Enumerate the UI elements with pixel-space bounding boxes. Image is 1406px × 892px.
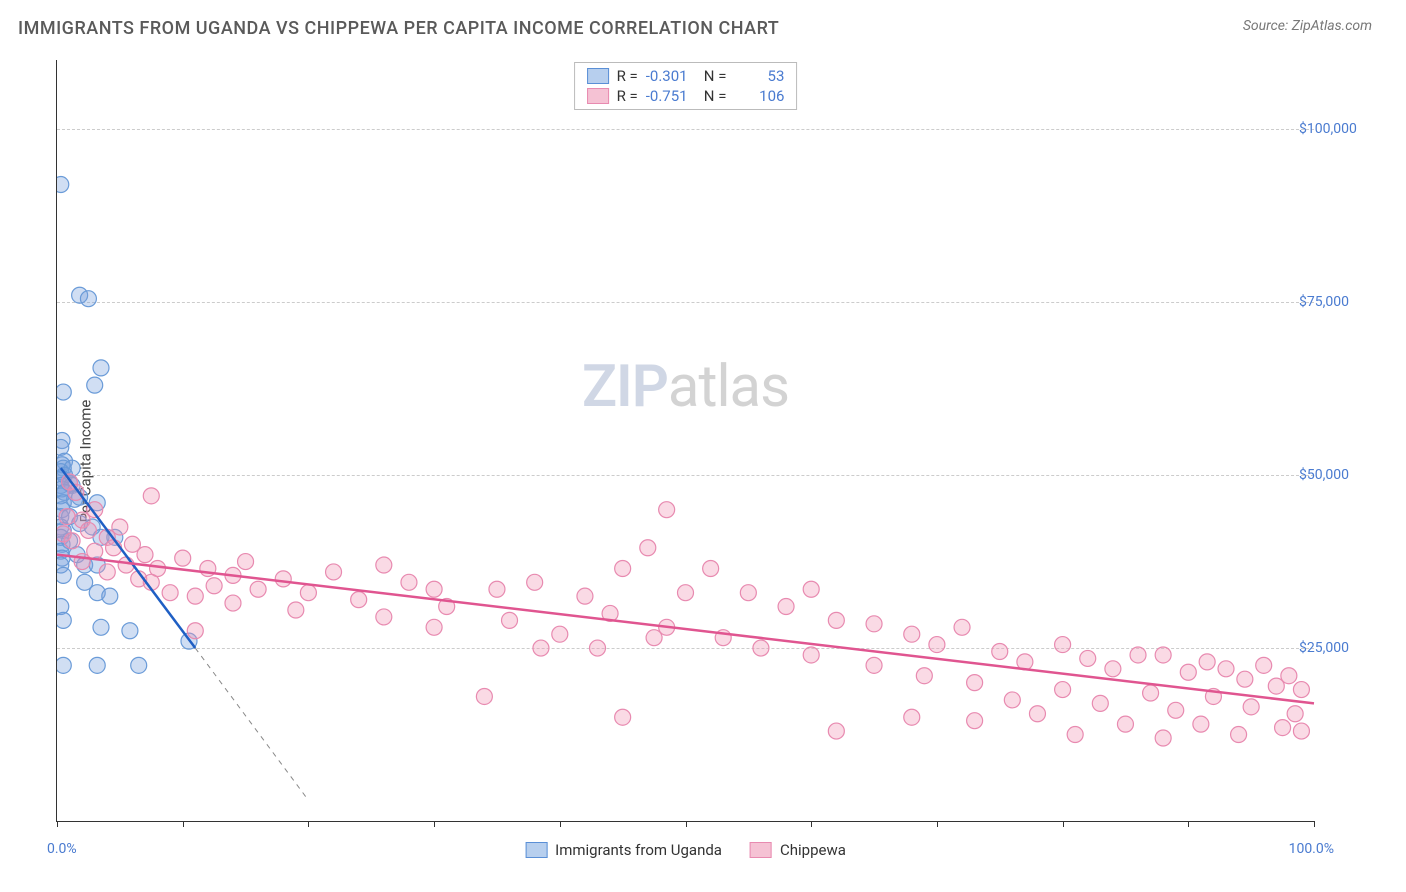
- legend-item-chippewa: Chippewa: [750, 841, 846, 859]
- legend-stat-row-uganda: R = -0.301 N = 53: [587, 66, 785, 86]
- x-tick: [434, 821, 435, 827]
- legend-swatch-uganda: [587, 68, 609, 84]
- x-axis-max-label: 100.0%: [1289, 841, 1334, 857]
- x-tick: [1188, 821, 1189, 827]
- series-legend: Immigrants from Uganda Chippewa: [525, 841, 846, 859]
- r-value-uganda: -0.301: [646, 67, 696, 85]
- legend-label-uganda: Immigrants from Uganda: [555, 841, 722, 859]
- x-tick: [183, 821, 184, 827]
- n-value-uganda: 53: [734, 67, 784, 85]
- n-label: N =: [704, 87, 727, 105]
- chart-title: IMMIGRANTS FROM UGANDA VS CHIPPEWA PER C…: [18, 18, 779, 39]
- x-tick: [560, 821, 561, 827]
- x-tick: [686, 821, 687, 827]
- r-value-chippewa: -0.751: [646, 87, 696, 105]
- legend-label-chippewa: Chippewa: [780, 841, 846, 859]
- x-axis-min-label: 0.0%: [47, 841, 77, 857]
- legend-stat-row-chippewa: R = -0.751 N = 106: [587, 86, 785, 106]
- chart-container: Per Capita Income ZIPatlas R =-0.301N =5…: [18, 55, 1372, 867]
- legend-swatch-chippewa: [750, 842, 772, 858]
- legend-swatch-uganda: [525, 842, 547, 858]
- legend-swatch-chippewa: [587, 88, 609, 104]
- x-tick: [811, 821, 812, 827]
- x-tick: [937, 821, 938, 827]
- legend-item-uganda: Immigrants from Uganda: [525, 841, 722, 859]
- regression-extrapolation-uganda: [195, 648, 308, 800]
- plot-area: ZIPatlas R =-0.301N =53R =-0.751N =106 0…: [56, 60, 1314, 822]
- x-tick: [57, 821, 58, 827]
- x-tick: [308, 821, 309, 827]
- x-tick: [1314, 821, 1315, 827]
- source-label: Source: ZipAtlas.com: [1243, 18, 1372, 34]
- correlation-legend: R = -0.301 N = 53 R = -0.751 N = 106: [574, 62, 798, 110]
- x-tick: [1063, 821, 1064, 827]
- r-label: R =: [617, 87, 638, 105]
- regression-layer: [57, 60, 1314, 821]
- regression-line-chippewa: [57, 555, 1314, 704]
- n-label: N =: [704, 67, 727, 85]
- n-value-chippewa: 106: [734, 87, 784, 105]
- r-label: R =: [617, 67, 638, 85]
